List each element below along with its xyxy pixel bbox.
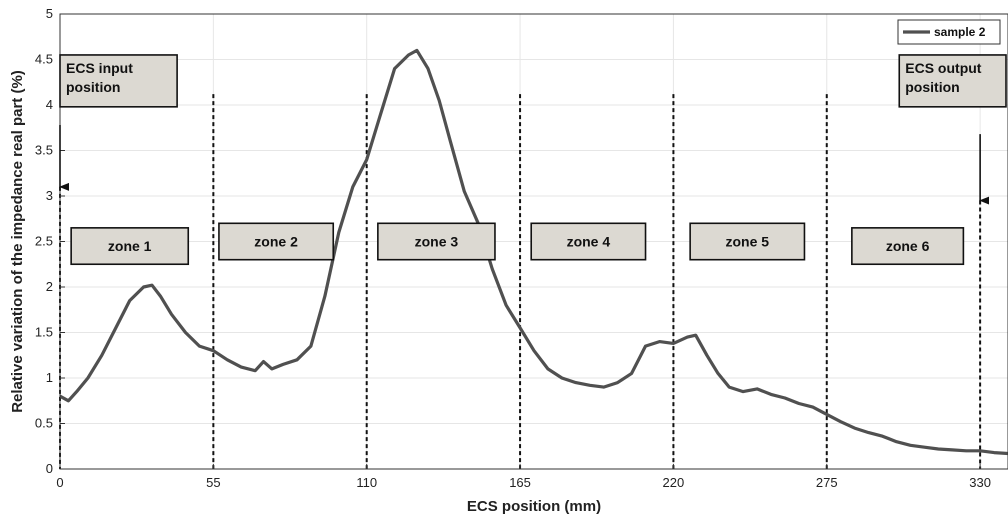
annotation-text: ECS output (905, 60, 982, 76)
axes: 0 0.5 1 1.5 2 2.5 3 3.5 4 4.5 5 0 55 110 165 220 275 330 (35, 6, 1008, 490)
annotation-text: position (905, 79, 959, 95)
series-layer (60, 48, 1008, 456)
zone-label: zone 1 (108, 238, 152, 254)
zone-box-bg (218, 222, 335, 261)
position-annotation: ECS input position (59, 54, 178, 191)
annotation-box (59, 54, 178, 108)
zone-label: zone 4 (567, 234, 611, 250)
legend: sample 2 (897, 19, 1001, 45)
zone-label: zone 6 (886, 238, 930, 254)
x-tick-label: 0 (56, 475, 63, 490)
annotation-text: position (66, 79, 120, 95)
y-tick-label: 0.5 (35, 416, 53, 431)
y-tick-label: 5 (46, 6, 53, 21)
y-tick-label: 4 (46, 97, 53, 112)
y-tick-label: 1.5 (35, 325, 53, 340)
y-tick-label: 2.5 (35, 234, 53, 249)
y-tick-label: 3 (46, 188, 53, 203)
y-tick-label: 1 (46, 370, 53, 385)
zone-box-bg (530, 222, 647, 261)
x-tick-label: 55 (206, 475, 220, 490)
annotations: ECS input position ECS output position (59, 54, 1007, 205)
y-tick-label: 4.5 (35, 52, 53, 67)
zone-label: zone 3 (415, 234, 459, 250)
zone-box-bg (851, 227, 965, 266)
zone-label: zone 5 (726, 234, 770, 250)
annotation-box (898, 54, 1007, 108)
x-tick-label: 110 (356, 475, 377, 490)
y-tick-label: 3.5 (35, 143, 53, 158)
position-annotation: ECS output position (898, 54, 1007, 205)
zone-box: zone 2 (218, 222, 335, 261)
zone-label: zone 2 (254, 234, 298, 250)
zone-box-bg (377, 222, 496, 261)
legend-entry: sample 2 (934, 25, 986, 39)
zone-box: zone 5 (689, 222, 806, 261)
x-axis-label: ECS position (mm) (467, 498, 601, 515)
zone-box: zone 4 (530, 222, 647, 261)
zone-box-bg (70, 227, 190, 266)
y-axis-label: Relative variation of the impedance real… (9, 70, 26, 413)
zone-box-bg (689, 222, 806, 261)
x-tick-label: 275 (816, 475, 838, 490)
x-tick-label: 165 (509, 475, 531, 490)
zone-box: zone 6 (851, 227, 965, 266)
y-tick-label: 0 (46, 461, 53, 476)
zone-box: zone 1 (70, 227, 190, 266)
series-line (60, 48, 1008, 456)
y-tick-label: 2 (46, 279, 53, 294)
x-tick-label: 330 (969, 475, 991, 490)
x-tick-label: 220 (663, 475, 685, 490)
annotation-text: ECS input (66, 60, 133, 76)
zone-box: zone 3 (377, 222, 496, 261)
zone-labels: zone 1 zone 2 zone 3 zone 4 zone 5 zone 6 (70, 222, 965, 266)
